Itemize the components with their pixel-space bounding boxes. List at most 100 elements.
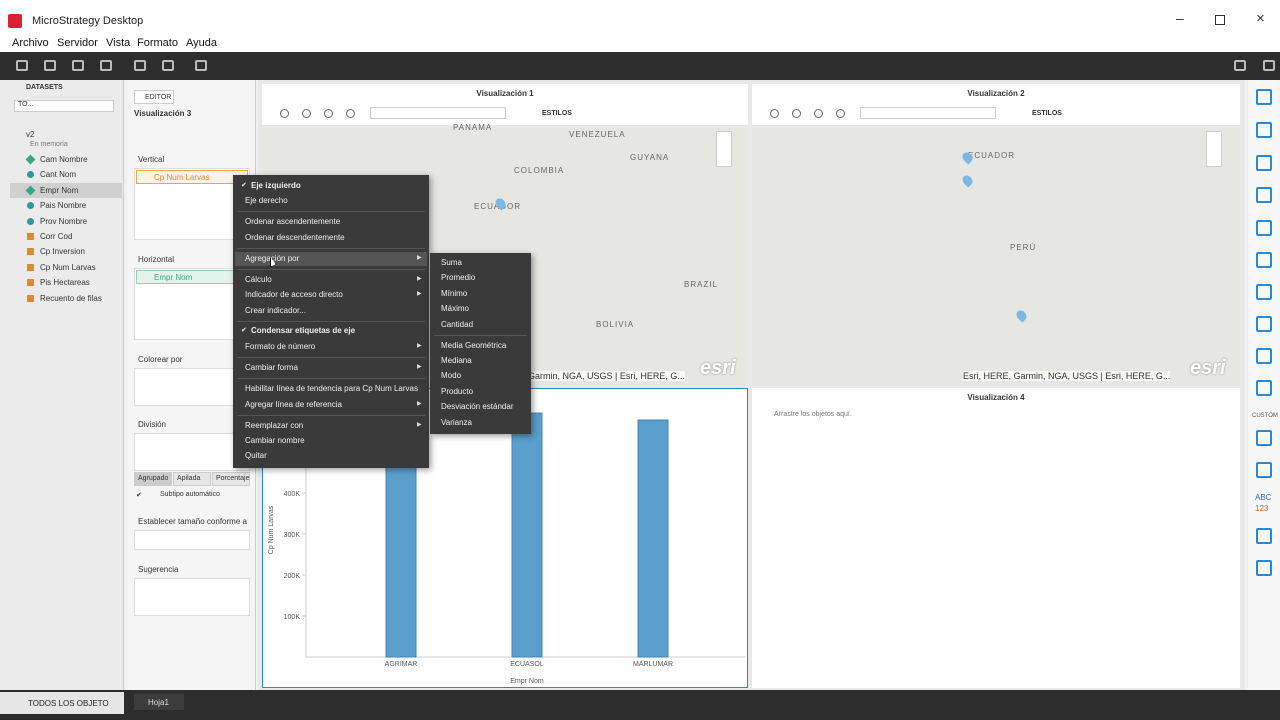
map-search[interactable] [370,107,506,119]
field-item[interactable]: Empr Nom [40,185,79,195]
field-item[interactable]: Cant Nom [40,170,77,180]
submenu-item[interactable]: Producto [441,387,474,396]
menu-item[interactable]: Vista [106,37,131,49]
context-menu-item[interactable]: Cálculo [245,275,272,284]
menu-separator [237,248,425,249]
viz-type-icon[interactable] [1256,380,1272,396]
toolbar-icon[interactable] [1234,60,1246,71]
map-search[interactable] [860,107,996,119]
map-tool-icon[interactable] [770,109,779,118]
mode-button[interactable] [173,472,211,486]
toolbar-icon[interactable] [44,60,56,71]
submenu-item[interactable]: Desviación estándar [441,402,514,411]
context-menu-item[interactable]: Habilitar línea de tendencia para Cp Num… [245,384,418,393]
viz-type-icon[interactable] [1256,560,1272,576]
map-tool-icon[interactable] [346,109,355,118]
context-menu-item[interactable]: Ordenar descendentemente [245,233,345,242]
context-menu-item[interactable]: Cambiar forma [245,363,298,372]
toolbar-icon[interactable] [195,60,207,71]
viz-type-icon[interactable] [1256,89,1272,105]
submenu-item[interactable]: Modo [441,371,462,380]
vertical-item[interactable]: Cp Num Larvas [154,173,210,182]
close-button[interactable]: × [1256,10,1265,27]
map-tool-icon[interactable] [302,109,311,118]
toolbar-icon[interactable] [100,60,112,71]
toolbar-icon[interactable] [162,60,174,71]
sheet-tab[interactable] [134,694,184,710]
map-styles[interactable]: ESTILOS [1032,110,1062,117]
menu-item[interactable]: Ayuda [186,37,217,49]
map-zoom[interactable] [716,131,732,167]
context-menu-item[interactable]: Ordenar ascendentemente [245,217,341,226]
viz-type-icon[interactable] [1256,462,1272,478]
map-styles[interactable]: ESTILOS [542,110,572,117]
size-dropzone [134,530,250,550]
viz-type-icon[interactable] [1256,528,1272,544]
viz-type-icon[interactable] [1256,430,1272,446]
submenu-item[interactable]: Máximo [441,304,470,313]
context-menu-item[interactable]: Indicador de acceso directo [245,290,343,299]
mode-label[interactable]: Porcentaje [216,475,250,482]
sheet-tab-label[interactable]: Hoja1 [148,698,169,707]
viz-type-icon[interactable] [1256,155,1272,171]
field-item[interactable]: Cp Num Larvas [40,262,96,272]
menu-item[interactable]: Servidor [57,37,98,49]
field-item[interactable]: Pais Nombre [40,201,87,211]
submenu-item[interactable]: Media Geométrica [441,341,507,350]
mode-button[interactable] [212,472,250,486]
field-item[interactable]: Cp Inversion [40,247,85,257]
field-item[interactable]: Prov Nombre [40,216,88,226]
viz-type-icon[interactable] [1256,252,1272,268]
mode-label[interactable]: Apilada [177,475,201,482]
submenu-item[interactable]: Cantidad [441,320,474,329]
toolbar-icon[interactable] [16,60,28,71]
context-menu-item[interactable]: Cambiar nombre [245,436,305,445]
viz-type-icon[interactable] [1256,348,1272,364]
horizontal-item[interactable]: Empr Nom [154,273,193,282]
map-tool-icon[interactable] [324,109,333,118]
viz-type-icon[interactable] [1256,284,1272,300]
field-item[interactable]: Corr Cod [40,232,73,241]
submenu-item[interactable]: Mediana [441,356,472,365]
context-menu-item[interactable]: Eje derecho [245,196,288,205]
map-tool-icon[interactable] [836,109,845,118]
mode-label[interactable]: Agrupado [138,475,169,482]
submenu-item[interactable]: Promedio [441,273,476,282]
objects-panel-button[interactable] [0,692,124,714]
viz-type-icon[interactable] [1256,316,1272,332]
map-tool-icon[interactable] [814,109,823,118]
map-tool-icon[interactable] [280,109,289,118]
submenu-item[interactable]: Suma [441,258,462,267]
map [752,125,1240,385]
objects-label[interactable]: TODOS LOS OBJETO [28,699,109,708]
map-zoom[interactable] [1206,131,1222,167]
field-item[interactable]: Recuento de filas [40,293,102,303]
submenu-item[interactable]: Varianza [441,418,472,427]
map-tool-icon[interactable] [792,109,801,118]
submenu-item[interactable]: Mínimo [441,289,468,298]
context-menu-item[interactable]: Formato de número [245,342,316,351]
search-text[interactable]: TO... [18,101,34,108]
menu-item[interactable]: Formato [137,37,178,49]
visualization-select[interactable]: Visualización 3 [134,109,192,118]
context-menu-item[interactable]: Agregar línea de referencia [245,400,342,409]
toolbar-icon[interactable] [1263,60,1275,71]
minimize-button[interactable]: – [1176,10,1184,26]
field-item[interactable]: Pis Hectareas [40,278,90,288]
toolbar-icon[interactable] [72,60,84,71]
viz-type-icon[interactable] [1256,122,1272,138]
context-menu-item[interactable]: Agregación por [245,254,300,263]
context-menu-item[interactable]: Crear indicador... [245,306,306,315]
menu-item[interactable]: Archivo [12,37,49,49]
field-item[interactable]: Cam Nombre [40,155,88,164]
viz-type-icon[interactable] [1256,220,1272,236]
context-menu-item[interactable]: Eje izquierdo [251,181,301,190]
toolbar-icon[interactable] [134,60,146,71]
auto-subtype-label[interactable]: Subtipo automático [160,491,220,498]
maximize-button[interactable] [1215,15,1225,25]
context-menu-item[interactable]: Reemplazar con [245,421,304,430]
context-menu-item[interactable]: Quitar [245,451,267,460]
mode-button[interactable] [134,472,172,486]
context-menu-item[interactable]: Condensar etiquetas de eje [251,326,356,335]
viz-type-icon[interactable] [1256,187,1272,203]
